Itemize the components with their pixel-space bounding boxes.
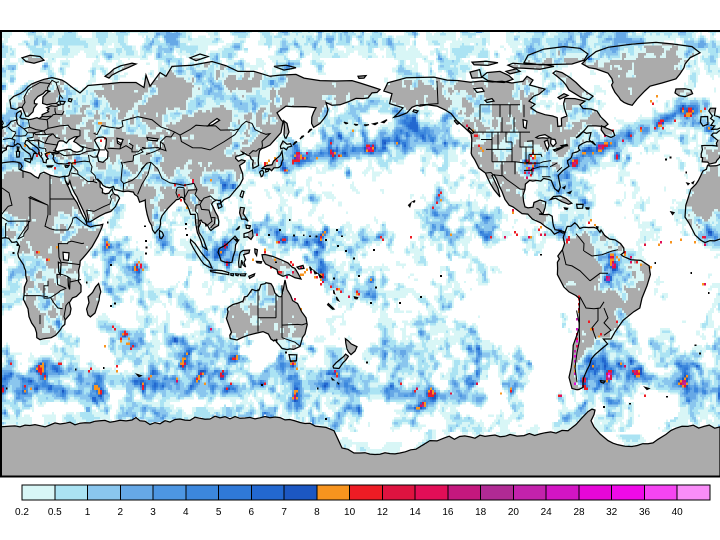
svg-text:10: 10 xyxy=(344,507,356,518)
svg-text:16: 16 xyxy=(442,507,454,518)
svg-text:40: 40 xyxy=(672,507,684,518)
svg-text:0.5: 0.5 xyxy=(48,507,62,518)
svg-text:36: 36 xyxy=(639,507,651,518)
svg-text:0.2: 0.2 xyxy=(15,507,29,518)
svg-text:5: 5 xyxy=(216,507,222,518)
svg-text:20: 20 xyxy=(508,507,520,518)
svg-text:2: 2 xyxy=(118,507,124,518)
svg-text:24: 24 xyxy=(541,507,553,518)
svg-text:32: 32 xyxy=(606,507,618,518)
svg-text:14: 14 xyxy=(410,507,422,518)
svg-text:4: 4 xyxy=(183,507,189,518)
svg-text:3: 3 xyxy=(150,507,156,518)
svg-text:1: 1 xyxy=(85,507,91,518)
svg-text:18: 18 xyxy=(475,507,487,518)
svg-text:8: 8 xyxy=(314,507,320,518)
svg-text:7: 7 xyxy=(281,507,287,518)
svg-text:28: 28 xyxy=(573,507,585,518)
svg-text:6: 6 xyxy=(249,507,255,518)
svg-text:12: 12 xyxy=(377,507,389,518)
